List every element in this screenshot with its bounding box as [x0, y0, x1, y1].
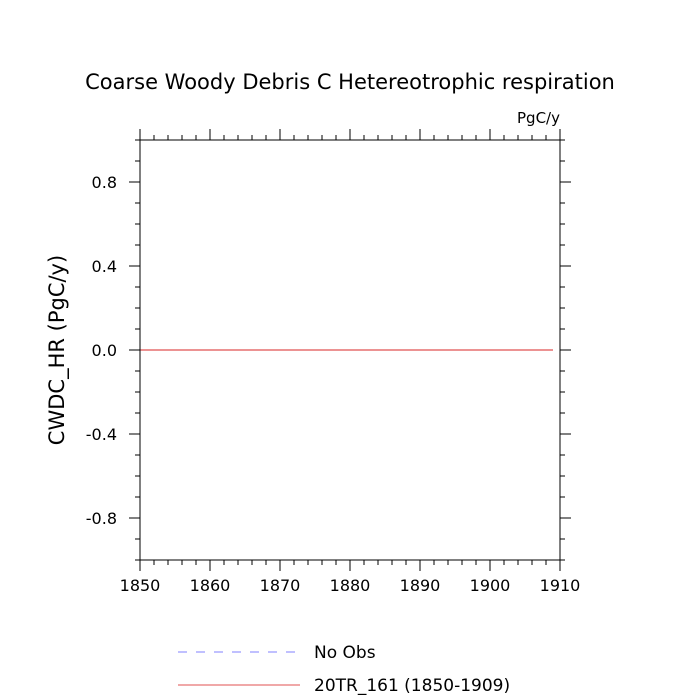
x-tick-label: 1910	[540, 576, 581, 595]
chart-title: Coarse Woody Debris C Hetereotrophic res…	[85, 70, 615, 94]
axis-ticks: 1850 1860 1870 1880 1890 1900 1910 0.8 0.4 0.0 -0.…	[86, 129, 581, 595]
y-tick-label: 0.8	[92, 173, 117, 192]
units-label: PgC/y	[517, 109, 560, 127]
y-axis-label: CWDC_HR (PgC/y)	[45, 255, 70, 445]
y-tick-label: 0.4	[92, 257, 117, 276]
legend: No Obs 20TR_161 (1850-1909)	[178, 643, 510, 696]
x-tick-label: 1890	[400, 576, 441, 595]
plot-frame	[139, 139, 561, 561]
x-tick-label: 1870	[260, 576, 301, 595]
x-tick-label: 1850	[120, 576, 161, 595]
y-tick-label: 0.0	[92, 341, 117, 360]
y-tick-label: -0.8	[86, 509, 117, 528]
x-tick-label: 1900	[470, 576, 511, 595]
y-tick-label: -0.4	[86, 425, 117, 444]
legend-label: No Obs	[314, 643, 376, 663]
x-tick-label: 1880	[330, 576, 371, 595]
legend-label: 20TR_161 (1850-1909)	[314, 676, 510, 696]
x-tick-label: 1860	[190, 576, 231, 595]
